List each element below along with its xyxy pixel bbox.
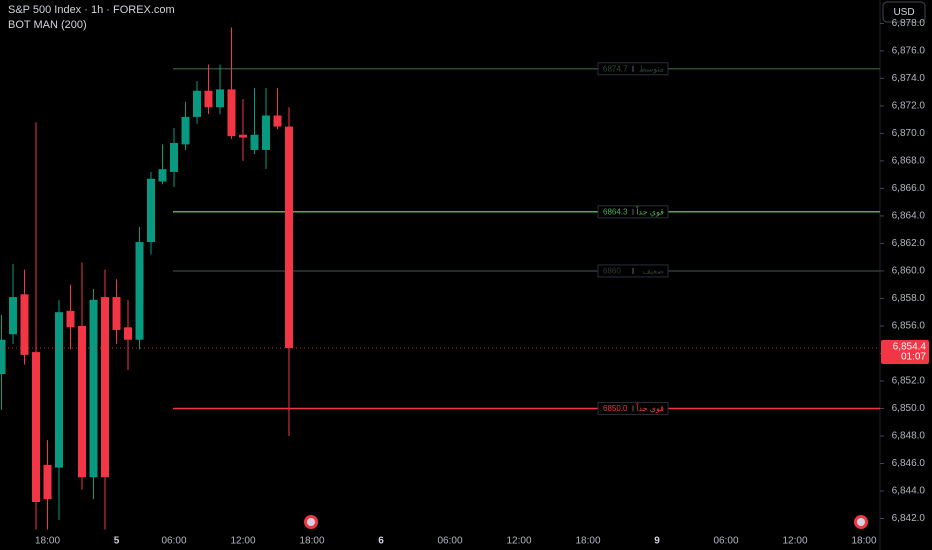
level-name: متوسط bbox=[639, 64, 664, 73]
chart-title: S&P 500 Index · 1h · FOREX.com bbox=[8, 4, 175, 16]
level-price: 6874.7 bbox=[603, 64, 628, 73]
y-tick-label: 6,872.0 bbox=[892, 101, 926, 112]
candle-body bbox=[43, 464, 52, 500]
candle-body bbox=[124, 327, 132, 340]
event-icon[interactable] bbox=[854, 515, 868, 529]
candle-body bbox=[181, 116, 190, 145]
x-tick-label: 18:00 bbox=[299, 536, 324, 547]
x-tick-label: 18:00 bbox=[575, 536, 600, 547]
level-name: قوي جداً bbox=[635, 402, 664, 413]
candle-body bbox=[32, 352, 40, 502]
candle-body bbox=[0, 339, 6, 375]
x-tick-label: 12:00 bbox=[782, 536, 807, 547]
indicator-name: BOT MAN (200) bbox=[8, 19, 87, 31]
candle-body bbox=[250, 134, 259, 150]
x-tick-label: 12:00 bbox=[230, 536, 255, 547]
candle-body bbox=[135, 242, 144, 340]
event-icon[interactable] bbox=[304, 515, 318, 529]
candle-body bbox=[101, 297, 109, 478]
last-price-label: 6,854.4 bbox=[893, 342, 927, 353]
x-tick-label: 06:00 bbox=[161, 536, 186, 547]
x-tick-label: 6 bbox=[378, 536, 384, 547]
candle-body bbox=[9, 297, 17, 335]
level-name: ضعيف bbox=[643, 267, 665, 276]
y-tick-label: 6,868.0 bbox=[892, 156, 926, 167]
y-tick-label: 6,850.0 bbox=[892, 403, 926, 414]
candle-body bbox=[239, 134, 247, 138]
candle-body bbox=[216, 89, 224, 108]
candle-body bbox=[55, 312, 63, 468]
y-tick-label: 6,864.0 bbox=[892, 211, 926, 222]
countdown: 01:07 bbox=[901, 352, 926, 363]
y-tick-label: 6,876.0 bbox=[892, 46, 926, 57]
candle-body bbox=[204, 90, 213, 108]
y-tick-label: 6,846.0 bbox=[892, 458, 926, 469]
candle-body bbox=[112, 297, 121, 331]
last-price-box bbox=[881, 339, 929, 364]
level-price: 6850.0 bbox=[603, 404, 628, 413]
candle-body bbox=[66, 310, 75, 328]
y-tick-label: 6,858.0 bbox=[892, 293, 926, 304]
x-tick-label: 5 bbox=[114, 536, 120, 547]
x-tick-label: 18:00 bbox=[35, 536, 60, 547]
y-tick-label: 6,862.0 bbox=[892, 238, 926, 249]
x-tick-label: 06:00 bbox=[713, 536, 738, 547]
y-tick-label: 6,866.0 bbox=[892, 183, 926, 194]
y-tick-label: 6,860.0 bbox=[892, 266, 926, 277]
currency-label[interactable]: USD bbox=[893, 7, 914, 18]
candle-body bbox=[78, 325, 86, 478]
y-tick-label: 6,852.0 bbox=[892, 376, 926, 387]
y-tick-label: 6,842.0 bbox=[892, 513, 926, 524]
candle-body bbox=[20, 294, 29, 355]
candle-body bbox=[193, 90, 201, 117]
x-tick-label: 06:00 bbox=[437, 536, 462, 547]
candle-body bbox=[262, 115, 270, 150]
candle-body bbox=[147, 178, 155, 243]
candle-body bbox=[158, 169, 167, 182]
candle-body bbox=[89, 299, 98, 478]
level-price: 6860 bbox=[603, 267, 621, 276]
x-tick-label: 18:00 bbox=[851, 536, 876, 547]
candle-body bbox=[227, 89, 236, 137]
event-icon-inner[interactable] bbox=[307, 518, 315, 526]
y-tick-label: 6,874.0 bbox=[892, 73, 926, 84]
level-price: 6864.3 bbox=[603, 207, 628, 216]
currency-button[interactable] bbox=[882, 1, 926, 23]
x-tick-label: 9 bbox=[654, 536, 660, 547]
candle-body bbox=[273, 115, 282, 127]
event-icon-inner[interactable] bbox=[857, 518, 865, 526]
y-tick-label: 6,870.0 bbox=[892, 128, 926, 139]
x-tick-label: 12:00 bbox=[506, 536, 531, 547]
y-tick-label: 6,856.0 bbox=[892, 321, 926, 332]
level-name: قوي جداً bbox=[635, 206, 664, 217]
candle-body bbox=[285, 126, 293, 348]
y-tick-label: 6,844.0 bbox=[892, 486, 926, 497]
y-tick-label: 6,848.0 bbox=[892, 431, 926, 442]
y-tick-label: 6,878.0 bbox=[892, 18, 926, 29]
candle-body bbox=[170, 143, 178, 172]
